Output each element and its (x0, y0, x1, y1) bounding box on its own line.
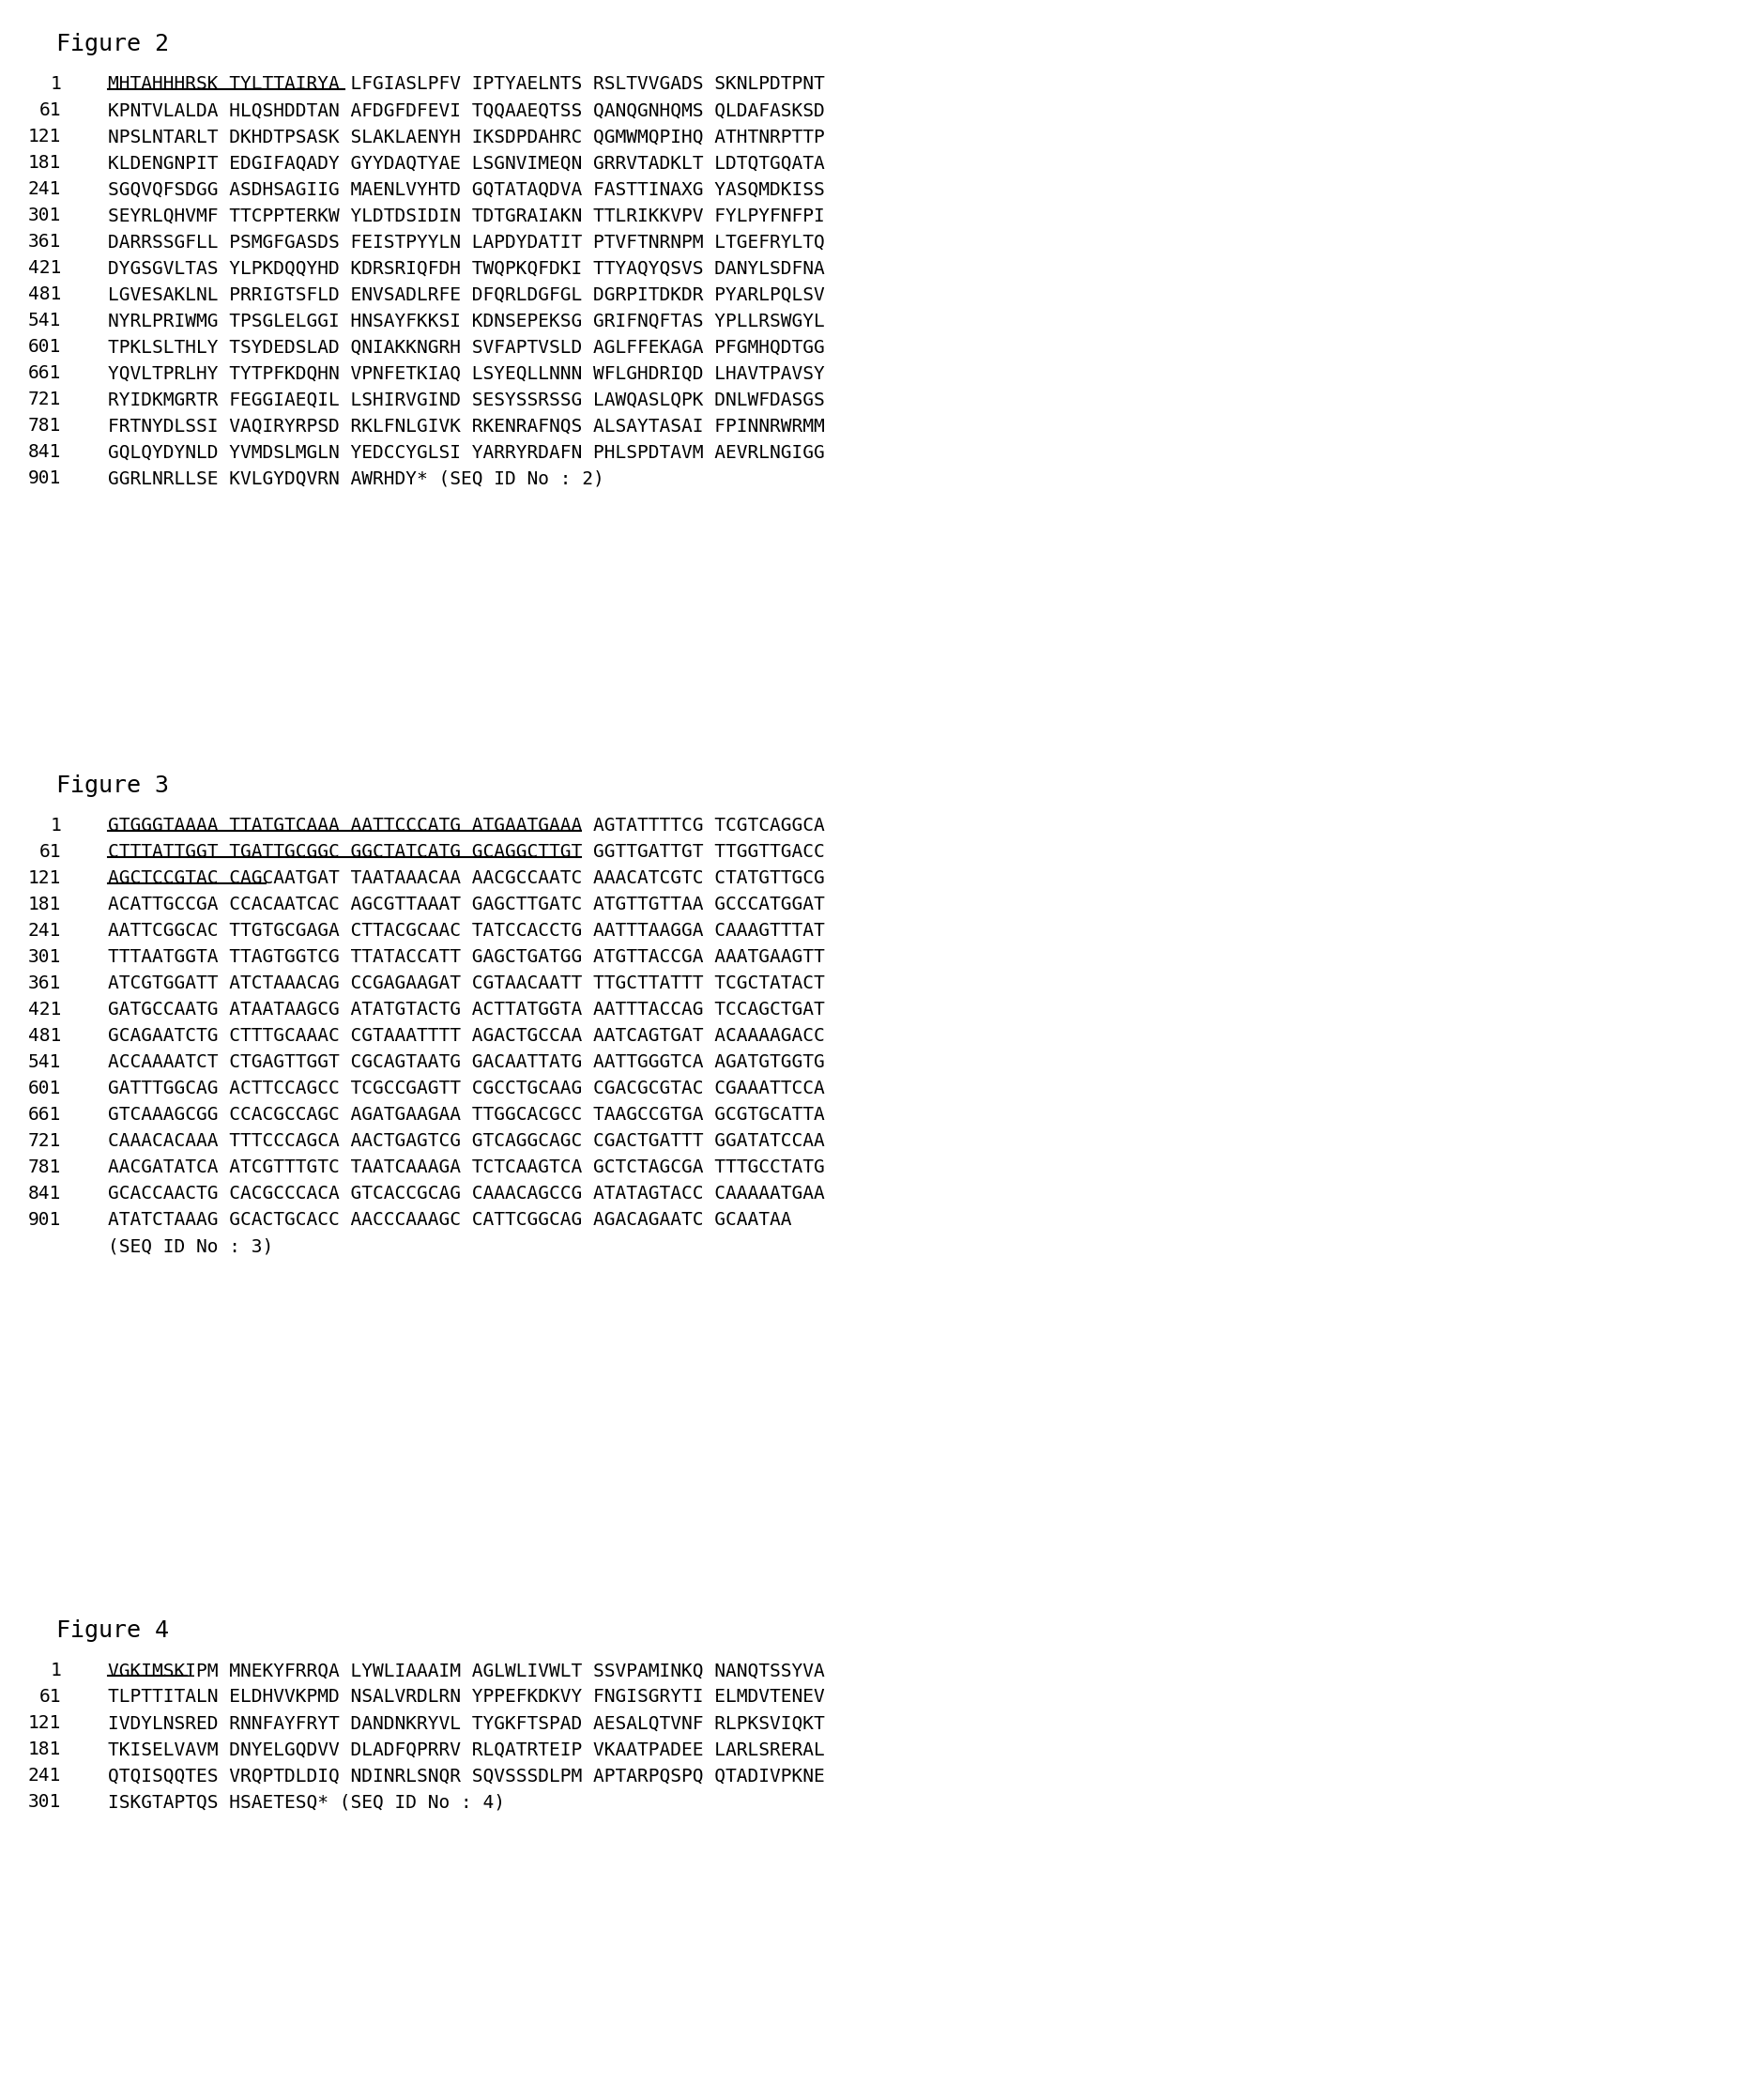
Text: 121: 121 (28, 128, 61, 145)
Text: MHTAHHHRSK TYLTTAIRYA LFGIASLPFV IPTYAELNTS RSLTVVGADS SKNLPDTPNT: MHTAHHHRSK TYLTTAIRYA LFGIASLPFV IPTYAEL… (108, 76, 823, 92)
Text: AATTCGGCAC TTGTGCGAGA CTTACGCAAC TATCCACCTG AATTTAAGGA CAAAGTTTAT: AATTCGGCAC TTGTGCGAGA CTTACGCAAC TATCCAC… (108, 922, 823, 941)
Text: AGCTCCGTAC CAGCAATGAT TAATAAACAA AACGCCAATC AAACATCGTC CTATGTTGCG: AGCTCCGTAC CAGCAATGAT TAATAAACAA AACGCCA… (108, 869, 823, 888)
Text: GATGCCAATG ATAATAAGCG ATATGTACTG ACTTATGGTA AATTTACCAG TCCAGCTGAT: GATGCCAATG ATAATAAGCG ATATGTACTG ACTTATG… (108, 1002, 823, 1018)
Text: 601: 601 (28, 338, 61, 357)
Text: QTQISQQTES VRQPTDLDIQ NDINRLSNQR SQVSSSDLPM APTARPQSPQ QTADIVPKNE: QTQISQQTES VRQPTDLDIQ NDINRLSNQR SQVSSSD… (108, 1766, 823, 1785)
Text: AACGATATCA ATCGTTTGTC TAATCAAAGA TCTCAAGTCA GCTCTAGCGA TTTGCCTATG: AACGATATCA ATCGTTTGTC TAATCAAAGA TCTCAAG… (108, 1159, 823, 1176)
Text: Figure 3: Figure 3 (56, 775, 169, 798)
Text: CTTTATTGGT TGATTGCGGC GGCTATCATG GCAGGCTTGT GGTTGATTGT TTGGTTGACC: CTTTATTGGT TGATTGCGGC GGCTATCATG GCAGGCT… (108, 844, 823, 861)
Text: SEYRLQHVMF TTCPPTERKW YLDTDSIDIN TDTGRAIAKN TTLRIKKVPV FYLPYFNFPI: SEYRLQHVMF TTCPPTERKW YLDTDSIDIN TDTGRAI… (108, 208, 823, 225)
Text: 601: 601 (28, 1079, 61, 1098)
Text: 301: 301 (28, 208, 61, 225)
Text: GCACCAACTG CACGCCCACA GTCACCGCAG CAAACAGCCG ATATAGTACC CAAAAATGAA: GCACCAACTG CACGCCCACA GTCACCGCAG CAAACAG… (108, 1184, 823, 1203)
Text: Figure 4: Figure 4 (56, 1619, 169, 1642)
Text: TLPTTITALN ELDHVVKPMD NSALVRDLRN YPPEFKDKVY FNGISGRYTI ELMDVTENEV: TLPTTITALN ELDHVVKPMD NSALVRDLRN YPPEFKD… (108, 1688, 823, 1705)
Text: ATATCTAAAG GCACTGCACC AACCCAAAGC CATTCGGCAG AGACAGAATC GCAATAA: ATATCTAAAG GCACTGCACC AACCCAAAGC CATTCGG… (108, 1212, 790, 1228)
Text: 1: 1 (50, 1661, 61, 1680)
Text: 181: 181 (28, 153, 61, 172)
Text: 901: 901 (28, 1212, 61, 1228)
Text: 241: 241 (28, 181, 61, 200)
Text: 61: 61 (38, 101, 61, 120)
Text: 421: 421 (28, 260, 61, 277)
Text: NPSLNTARLT DKHDTPSASK SLAKLAENYH IKSDPDAHRC QGMWMQPIHQ ATHTNRPTTP: NPSLNTARLT DKHDTPSASK SLAKLAENYH IKSDPDA… (108, 128, 823, 145)
Text: 901: 901 (28, 470, 61, 487)
Text: 61: 61 (38, 1688, 61, 1705)
Text: 781: 781 (28, 1159, 61, 1176)
Text: IVDYLNSRED RNNFAYFRYT DANDNKRYVL TYGKFTSPAD AESALQTVNF RLPKSVIQKT: IVDYLNSRED RNNFAYFRYT DANDNKRYVL TYGKFTS… (108, 1714, 823, 1732)
Text: 1: 1 (50, 76, 61, 92)
Text: SGQVQFSDGG ASDHSAGIIG MAENLVYHTD GQTATAQDVA FASTTINАХG YASQMDKISS: SGQVQFSDGG ASDHSAGIIG MAENLVYHTD GQTATAQ… (108, 181, 823, 200)
Text: ACCAAAATCT CTGAGTTGGT CGCAGTAATG GACAATTATG AATTGGGTCA AGATGTGGTG: ACCAAAATCT CTGAGTTGGT CGCAGTAATG GACAATT… (108, 1054, 823, 1071)
Text: GTCAAAGCGG CCACGCCAGC AGATGAAGAA TTGGCACGCC TAAGCCGTGA GCGTGCATTA: GTCAAAGCGG CCACGCCAGC AGATGAAGAA TTGGCAC… (108, 1107, 823, 1124)
Text: ACATTGCCGA CCACAATCAC AGCGTTAAAT GAGCTTGATC ATGTTGTTAA GCCCATGGAT: ACATTGCCGA CCACAATCAC AGCGTTAAAT GAGCTTG… (108, 897, 823, 914)
Text: 721: 721 (28, 391, 61, 410)
Text: KLDENGNPIT EDGIFAQADY GYYDAQTYAE LSGNVIMEQN GRRVTADKLT LDTQTGQATA: KLDENGNPIT EDGIFAQADY GYYDAQTYAE LSGNVIM… (108, 153, 823, 172)
Text: GCAGAATCTG CTTTGCAAAC CGTAAATTTT AGACTGCCAA AATCAGTGAT ACAAAAGACC: GCAGAATCTG CTTTGCAAAC CGTAAATTTT AGACTGC… (108, 1027, 823, 1046)
Text: DARRSSGFLL PSMGFGASDS FEISTPYYLN LAPDYDATIT PTVFTNRNPM LTGEFRYLTQ: DARRSSGFLL PSMGFGASDS FEISTPYYLN LAPDYDA… (108, 233, 823, 252)
Text: 661: 661 (28, 365, 61, 382)
Text: 241: 241 (28, 1766, 61, 1785)
Text: GTGGGTAAAA TTATGTCAAA AATTCCCATG ATGAATGAAA AGTATTTTCG TCGTCAGGCA: GTGGGTAAAA TTATGTCAAA AATTCCCATG ATGAATG… (108, 817, 823, 836)
Text: NYRLPRIWMG TPSGLELGGI HNSAYFKKSI KDNSEPEKSG GRIFNQFTAS YPLLRSWGYL: NYRLPRIWMG TPSGLELGGI HNSAYFKKSI KDNSEPE… (108, 313, 823, 330)
Text: 181: 181 (28, 897, 61, 914)
Text: RYIDKMGRTR FEGGIAEQIL LSHIRVGIND SESYSSRSSG LAWQASLQPK DNLWFDASGS: RYIDKMGRTR FEGGIAEQIL LSHIRVGIND SESYSSR… (108, 391, 823, 410)
Text: 721: 721 (28, 1132, 61, 1151)
Text: 181: 181 (28, 1741, 61, 1758)
Text: TTTAATGGTA TTAGTGGTCG TTATACCATT GAGCTGATGG ATGTTACCGA AAATGAAGTT: TTTAATGGTA TTAGTGGTCG TTATACCATT GAGCTGA… (108, 949, 823, 966)
Text: ATCGTGGATT ATCTAAACAG CCGAGAAGAT CGTAACAATT TTGCTTATTT TCGCTATACT: ATCGTGGATT ATCTAAACAG CCGAGAAGAT CGTAACA… (108, 974, 823, 993)
Text: 541: 541 (28, 313, 61, 330)
Text: CAAACACAAA TTTCCCAGCA AACTGAGTCG GTCAGGCAGC CGACTGATTT GGATATCCAA: CAAACACAAA TTTCCCAGCA AACTGAGTCG GTCAGGC… (108, 1132, 823, 1151)
Text: YQVLTPRLHY TYTPFKDQHN VPNFETKIAQ LSYEQLLNNN WFLGHDRIQD LHAVTPAVSY: YQVLTPRLHY TYTPFKDQHN VPNFETKIAQ LSYEQLL… (108, 365, 823, 382)
Text: (SEQ ID No : 3): (SEQ ID No : 3) (108, 1237, 273, 1256)
Text: 1: 1 (50, 817, 61, 836)
Text: 361: 361 (28, 233, 61, 252)
Text: 301: 301 (28, 1793, 61, 1810)
Text: Figure 2: Figure 2 (56, 34, 169, 55)
Text: 421: 421 (28, 1002, 61, 1018)
Text: 841: 841 (28, 443, 61, 462)
Text: FRTNYDLSSI VAQIRYRPSD RKLFNLGIVK RKENRAFNQS ALSAYTASAI FPINNRWRMM: FRTNYDLSSI VAQIRYRPSD RKLFNLGIVK RKENRAF… (108, 418, 823, 435)
Text: 841: 841 (28, 1184, 61, 1203)
Text: TKISELVAVM DNYELGQDVV DLADFQPRRV RLQATRTEIP VKAATPADEE LARLSRERAL: TKISELVAVM DNYELGQDVV DLADFQPRRV RLQATRT… (108, 1741, 823, 1758)
Text: GATTTGGCAG ACTTCCAGCC TCGCCGAGTT CGCCTGCAAG CGACGCGTAC CGAAATTCCA: GATTTGGCAG ACTTCCAGCC TCGCCGAGTT CGCCTGC… (108, 1079, 823, 1098)
Text: 241: 241 (28, 922, 61, 941)
Text: LGVESAKLNL PRRIGTSFLD ENVSADLRFE DFQRLDGFGL DGRPITDKDR PYARLPQLSV: LGVESAKLNL PRRIGTSFLD ENVSADLRFE DFQRLDG… (108, 286, 823, 304)
Text: VGKIMSKIPM MNEKYFRRQA LYWLIAAAIM AGLWLIVWLT SSVPAMINKQ NANQTSSYVA: VGKIMSKIPM MNEKYFRRQA LYWLIAAAIM AGLWLIV… (108, 1661, 823, 1680)
Text: 301: 301 (28, 949, 61, 966)
Text: 661: 661 (28, 1107, 61, 1124)
Text: 481: 481 (28, 286, 61, 304)
Text: 61: 61 (38, 844, 61, 861)
Text: TPKLSLTHLY TSYDEDSLAD QNIAKKNGRH SVFAPTVSLD AGLFFEKAGA PFGMHQDTGG: TPKLSLTHLY TSYDEDSLAD QNIAKKNGRH SVFAPTV… (108, 338, 823, 357)
Text: GQLQYDYNLD YVMDSLMGLN YEDCCYGLSI YARRYRDAFN PHLSPDTAVM AEVRLNGIGG: GQLQYDYNLD YVMDSLMGLN YEDCCYGLSI YARRYRD… (108, 443, 823, 462)
Text: 121: 121 (28, 1714, 61, 1732)
Text: 781: 781 (28, 418, 61, 435)
Text: 361: 361 (28, 974, 61, 993)
Text: ISKGTAPTQS HSAETESQ* (SEQ ID No : 4): ISKGTAPTQS HSAETESQ* (SEQ ID No : 4) (108, 1793, 505, 1810)
Text: GGRLNRLLSE KVLGYDQVRN AWRHDY* (SEQ ID No : 2): GGRLNRLLSE KVLGYDQVRN AWRHDY* (SEQ ID No… (108, 470, 604, 487)
Text: 121: 121 (28, 869, 61, 888)
Text: DYGSGVLTAS YLPKDQQYHD KDRSRIQFDH TWQPKQFDKI TTYAQYQSVS DANYLSDFNA: DYGSGVLTAS YLPKDQQYHD KDRSRIQFDH TWQPKQF… (108, 260, 823, 277)
Text: KPNTVLALDA HLQSHDDTAN AFDGFDFEVI TQQAAEQTSS QANQGNHQMS QLDAFASKSD: KPNTVLALDA HLQSHDDTAN AFDGFDFEVI TQQAAEQ… (108, 101, 823, 120)
Text: 541: 541 (28, 1054, 61, 1071)
Text: 481: 481 (28, 1027, 61, 1046)
